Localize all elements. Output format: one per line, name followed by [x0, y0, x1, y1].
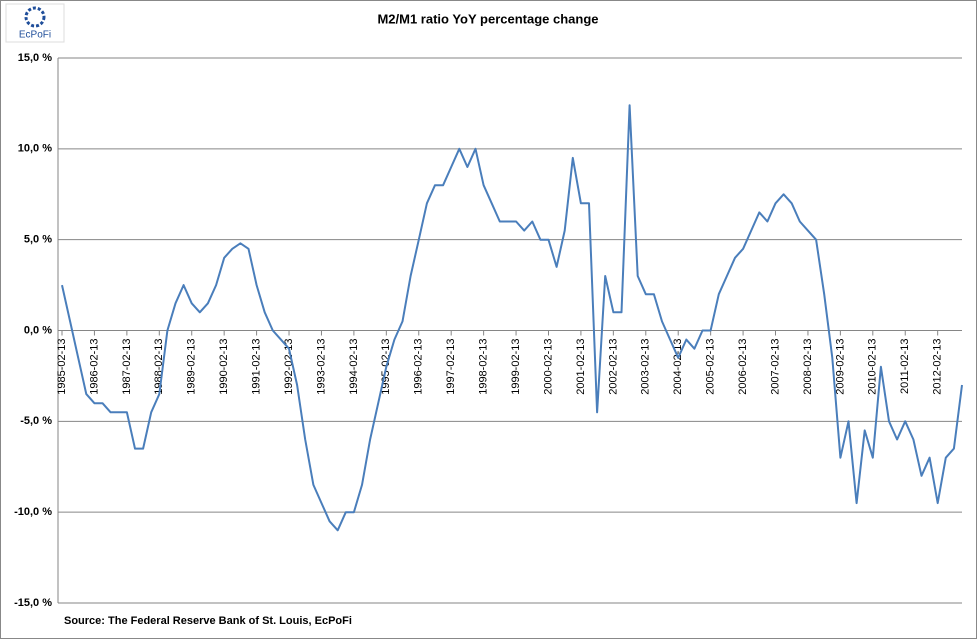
x-tick-label: 1993-02-13: [315, 339, 327, 395]
x-tick-label: 1994-02-13: [348, 339, 360, 395]
x-tick-label: 2003-02-13: [640, 339, 652, 395]
x-tick-label: 1996-02-13: [413, 339, 425, 395]
x-tick-label: 2001-02-13: [575, 339, 587, 395]
x-tick-label: 2006-02-13: [737, 339, 749, 395]
x-tick-label: 2010-02-13: [867, 339, 879, 395]
x-tick-label: 2009-02-13: [834, 339, 846, 395]
x-tick-label: 2011-02-13: [899, 339, 911, 394]
y-tick-label: 5,0 %: [24, 234, 52, 246]
x-tick-label: 1991-02-13: [251, 339, 263, 395]
x-tick-label: 1998-02-13: [478, 338, 490, 394]
x-tick-label: 1989-02-13: [186, 339, 198, 395]
source-note: Source: The Federal Reserve Bank of St. …: [64, 615, 352, 627]
y-tick-label: -10,0 %: [14, 506, 52, 518]
logo-icon: [24, 6, 46, 28]
x-tick-label: 1997-02-13: [445, 339, 457, 395]
x-tick-label: 2008-02-13: [802, 339, 814, 395]
x-tick-label: 1987-02-13: [121, 339, 133, 395]
x-tick-label: 1985-02-13: [56, 339, 68, 395]
x-tick-label: 2005-02-13: [705, 339, 717, 395]
line-series: [61, 104, 963, 532]
x-tick-label: 2012-02-13: [932, 339, 944, 395]
logo: EcPoFi: [5, 3, 65, 43]
chart-title: M2/M1 ratio YoY percentage change: [377, 11, 598, 26]
logo-text: EcPoFi: [19, 30, 51, 41]
x-tick-label: 2007-02-13: [769, 339, 781, 395]
x-tick-label: 1999-02-13: [510, 339, 522, 395]
y-tick-label: -5,0 %: [20, 415, 52, 427]
x-tick-label: 1986-02-13: [88, 339, 100, 395]
x-tick-label: 2000-02-13: [542, 339, 554, 395]
logo-box: [5, 3, 65, 43]
y-tick-label: 0,0 %: [24, 324, 52, 336]
x-tick-label: 1992-02-13: [283, 339, 295, 395]
y-tick-label: 10,0 %: [18, 143, 52, 155]
y-tick-label: 15,0 %: [18, 52, 52, 64]
y-tick-label: -15,0 %: [14, 597, 52, 609]
x-tick-label: 1988-02-13: [153, 339, 165, 395]
x-tick-label: 2002-02-13: [607, 339, 619, 395]
x-tick-label: 1990-02-13: [218, 339, 230, 395]
